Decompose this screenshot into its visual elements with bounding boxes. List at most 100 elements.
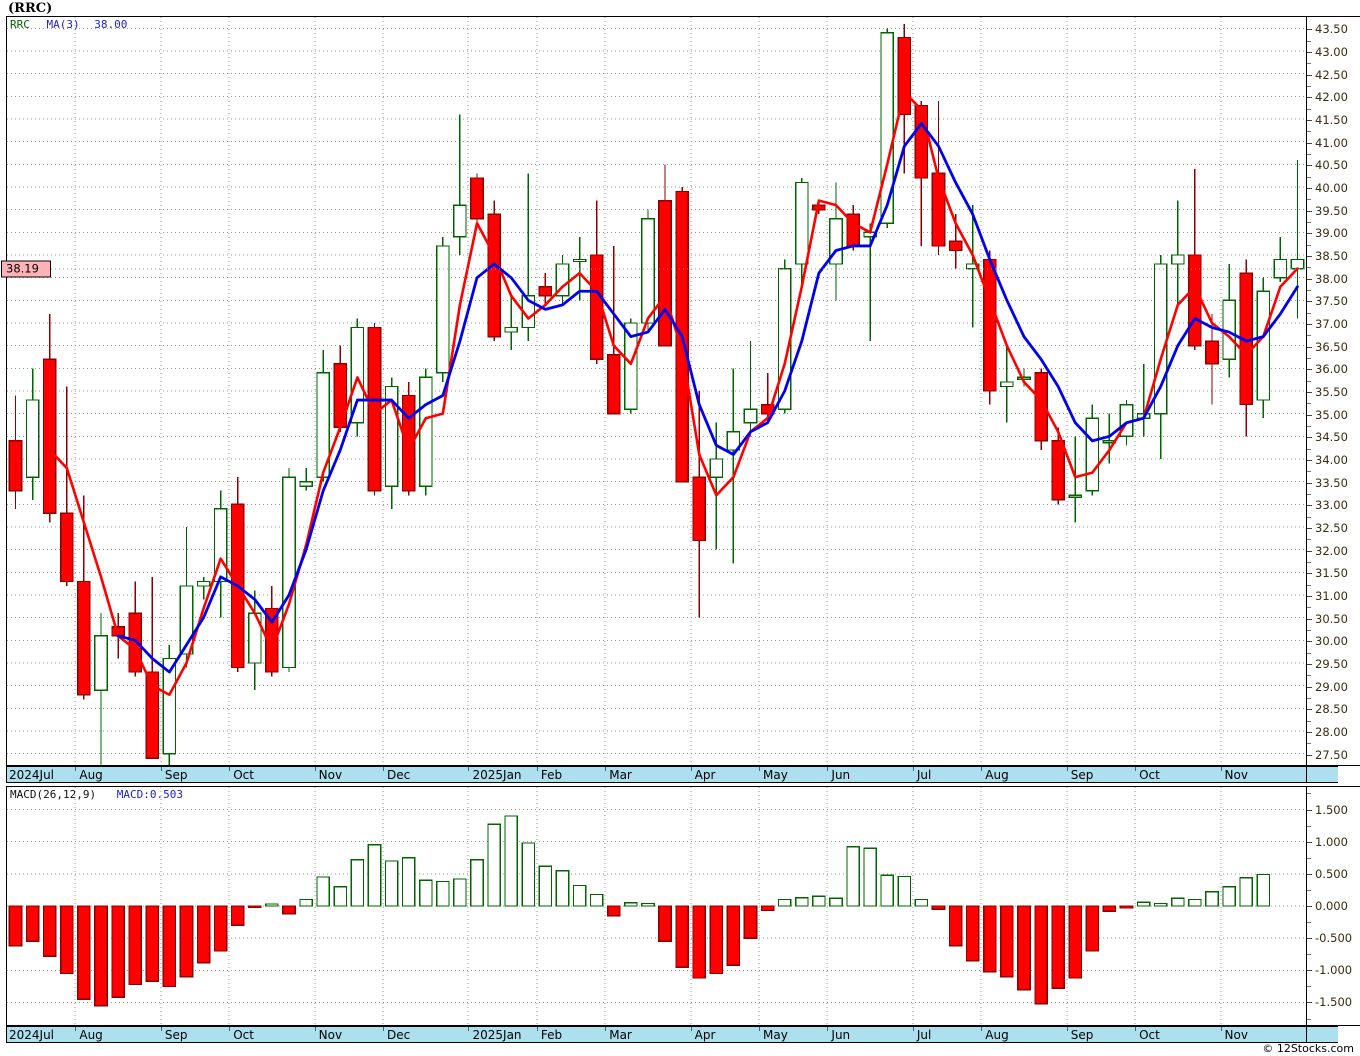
date-axis-tick [1067, 1027, 1068, 1031]
price-axis-label: 38.00 [1315, 271, 1348, 286]
date-axis-tick [1221, 1027, 1222, 1031]
date-axis-label: Mar [609, 768, 632, 782]
macd-axis-minor-tick [1307, 857, 1311, 859]
date-axis-bottom-stub [1307, 1026, 1338, 1043]
price-axis-tick [1307, 641, 1312, 643]
price-axis-tick [1307, 482, 1312, 484]
price-axis-label: 42.00 [1315, 90, 1348, 105]
date-axis-label: Dec [387, 1028, 411, 1042]
price-axis-label: 37.00 [1315, 317, 1348, 331]
price-axis-label: 27.50 [1315, 747, 1348, 762]
price-axis-label: 39.00 [1315, 226, 1348, 241]
date-axis-tick [468, 1027, 469, 1031]
price-axis-tick [1307, 618, 1312, 620]
price-axis-minor-tick [1307, 720, 1311, 722]
date-axis-label: Oct [233, 1028, 254, 1042]
price-axis-tick [1307, 528, 1312, 529]
price-axis-label: 33.50 [1315, 475, 1348, 490]
date-axis-label: Jun [831, 768, 851, 782]
price-axis-label: 28.00 [1315, 725, 1348, 739]
price-axis-minor-tick [1307, 154, 1311, 155]
date-axis-label: 2025Jan [472, 1028, 522, 1042]
price-axis-minor-tick [1307, 675, 1311, 677]
price-axis-label: 40.50 [1315, 158, 1348, 173]
price-axis-tick [1307, 550, 1312, 552]
macd-axis-minor-tick [1307, 889, 1311, 891]
macd-legend: MACD(26,12,9) MACD:0.503 [10, 788, 183, 801]
date-axis-tick [827, 1027, 828, 1031]
price-chart-panel[interactable] [6, 16, 1307, 766]
copyright-notice: © 12Stocks.com [1262, 1042, 1354, 1055]
price-axis-minor-tick [1307, 448, 1311, 450]
macd-axis-label: -1.000 [1315, 963, 1353, 978]
date-axis-label: Sep [1070, 768, 1094, 782]
price-axis-label: 40.00 [1315, 181, 1348, 195]
price-axis-label: 39.50 [1315, 203, 1348, 218]
price-axis-label: 31.50 [1315, 566, 1348, 581]
macd-chart-panel[interactable] [6, 786, 1307, 1026]
macd-axis-minor-tick [1307, 1018, 1311, 1020]
date-axis-label: Oct [1139, 768, 1160, 782]
date-axis-label: Nov [1224, 1028, 1248, 1042]
legend-symbol: RRC [10, 18, 30, 31]
date-axis-label: Feb [540, 1028, 563, 1042]
date-axis-tick [383, 767, 384, 771]
date-axis-tick [981, 1027, 982, 1031]
price-axis-label: 34.50 [1315, 430, 1348, 445]
date-axis-bottom: 2024Jul Aug Sep Oct Nov Dec 2025Jan Feb Mar Apr Ma… [6, 1026, 1307, 1043]
legend-ma-label: MA(3) [46, 18, 80, 31]
date-axis-label: Sep [1070, 1028, 1094, 1042]
macd-legend-name: MACD(26,12,9) [10, 788, 97, 801]
date-axis-tick [229, 1027, 230, 1031]
price-axis-minor-tick [1307, 698, 1311, 699]
price-axis-label: 41.50 [1315, 113, 1348, 127]
price-axis-minor-tick [1307, 607, 1311, 609]
date-axis-label: Aug [79, 1028, 103, 1042]
price-axis-tick [1307, 346, 1312, 348]
macd-axis-minor-tick [1307, 954, 1311, 956]
price-axis-tick [1307, 52, 1312, 53]
date-axis-tick [315, 1027, 316, 1031]
date-axis-tick [1135, 1027, 1136, 1031]
date-axis-tick [691, 1027, 692, 1031]
price-axis-minor-tick [1307, 176, 1311, 178]
date-axis-tick [161, 767, 162, 771]
date-axis-label: Oct [233, 768, 254, 782]
price-axis-minor-tick [1307, 516, 1311, 518]
macd-axis-label: 0.000 [1315, 899, 1348, 913]
date-axis-label: Nov [318, 768, 343, 782]
price-axis-label: 35.00 [1315, 407, 1348, 422]
date-axis-tick [468, 767, 469, 771]
date-axis-label: Aug [985, 768, 1009, 782]
price-axis-tick [1307, 573, 1312, 575]
price-axis-label: 43.00 [1315, 45, 1348, 59]
legend-ma-value: 38.00 [94, 18, 128, 31]
price-axis-minor-tick [1307, 199, 1311, 201]
date-axis-tick [913, 1027, 914, 1031]
price-axis-label: 30.00 [1315, 634, 1348, 649]
price-axis-tick [1307, 97, 1312, 99]
date-axis-tick [913, 767, 914, 771]
date-axis-tick [75, 767, 76, 771]
date-axis-label: Nov [318, 1028, 343, 1042]
macd-y-axis: -1.500 -1.000 -0.500 0.000 0.500 1.000 1.500 [1307, 786, 1360, 1026]
macd-axis-minor-tick [1307, 793, 1311, 795]
date-axis-tick [383, 1027, 384, 1031]
date-axis-tick [1221, 767, 1222, 771]
date-axis-label: 2024Jul [9, 768, 55, 782]
price-axis-tick [1307, 233, 1312, 235]
price-legend: RRC MA(3) 38.00 [10, 18, 127, 31]
date-axis-label: Jun [831, 1028, 851, 1042]
price-axis-label: 42.50 [1315, 67, 1348, 82]
price-axis-tick [1307, 210, 1312, 212]
price-axis-label: 32.50 [1315, 521, 1348, 535]
price-axis-tick [1307, 188, 1312, 189]
price-axis-minor-tick [1307, 335, 1311, 337]
price-axis-minor-tick [1307, 652, 1311, 654]
price-axis-minor-tick [1307, 244, 1311, 246]
price-axis-minor-tick [1307, 358, 1311, 359]
price-axis-tick [1307, 664, 1312, 665]
date-axis-label: Apr [694, 768, 716, 782]
price-axis-minor-tick [1307, 131, 1311, 133]
price-axis-tick [1307, 414, 1312, 416]
